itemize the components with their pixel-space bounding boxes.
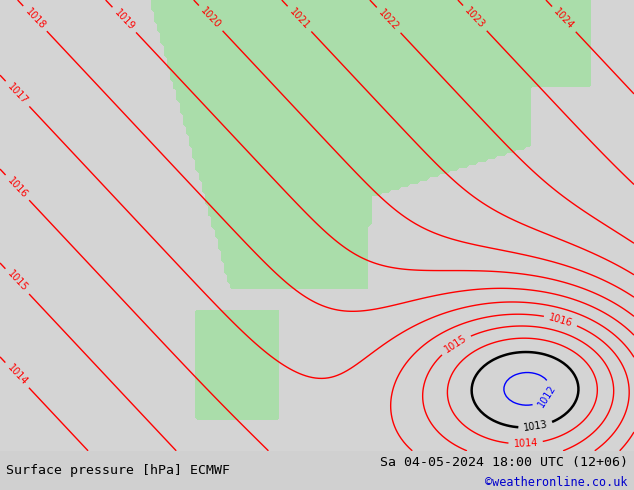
Text: 1012: 1012 <box>536 383 558 410</box>
Text: Surface pressure [hPa] ECMWF: Surface pressure [hPa] ECMWF <box>6 464 230 477</box>
Text: ©weatheronline.co.uk: ©weatheronline.co.uk <box>485 476 628 489</box>
Text: 1017: 1017 <box>6 81 30 106</box>
Text: 1015: 1015 <box>5 269 29 294</box>
Text: 1016: 1016 <box>5 175 29 200</box>
Text: 1021: 1021 <box>287 6 311 31</box>
Text: 1013: 1013 <box>522 420 548 433</box>
Text: 1015: 1015 <box>443 333 469 355</box>
Text: 1024: 1024 <box>552 7 576 31</box>
Text: 1020: 1020 <box>198 6 223 30</box>
Text: 1016: 1016 <box>548 312 574 328</box>
Text: 1018: 1018 <box>23 6 47 31</box>
Text: 1019: 1019 <box>112 7 136 32</box>
Text: 1023: 1023 <box>463 6 487 30</box>
Text: 1014: 1014 <box>513 438 538 449</box>
Text: 1014: 1014 <box>5 363 29 388</box>
Text: 1022: 1022 <box>377 8 401 32</box>
Text: Sa 04-05-2024 18:00 UTC (12+06): Sa 04-05-2024 18:00 UTC (12+06) <box>380 456 628 469</box>
